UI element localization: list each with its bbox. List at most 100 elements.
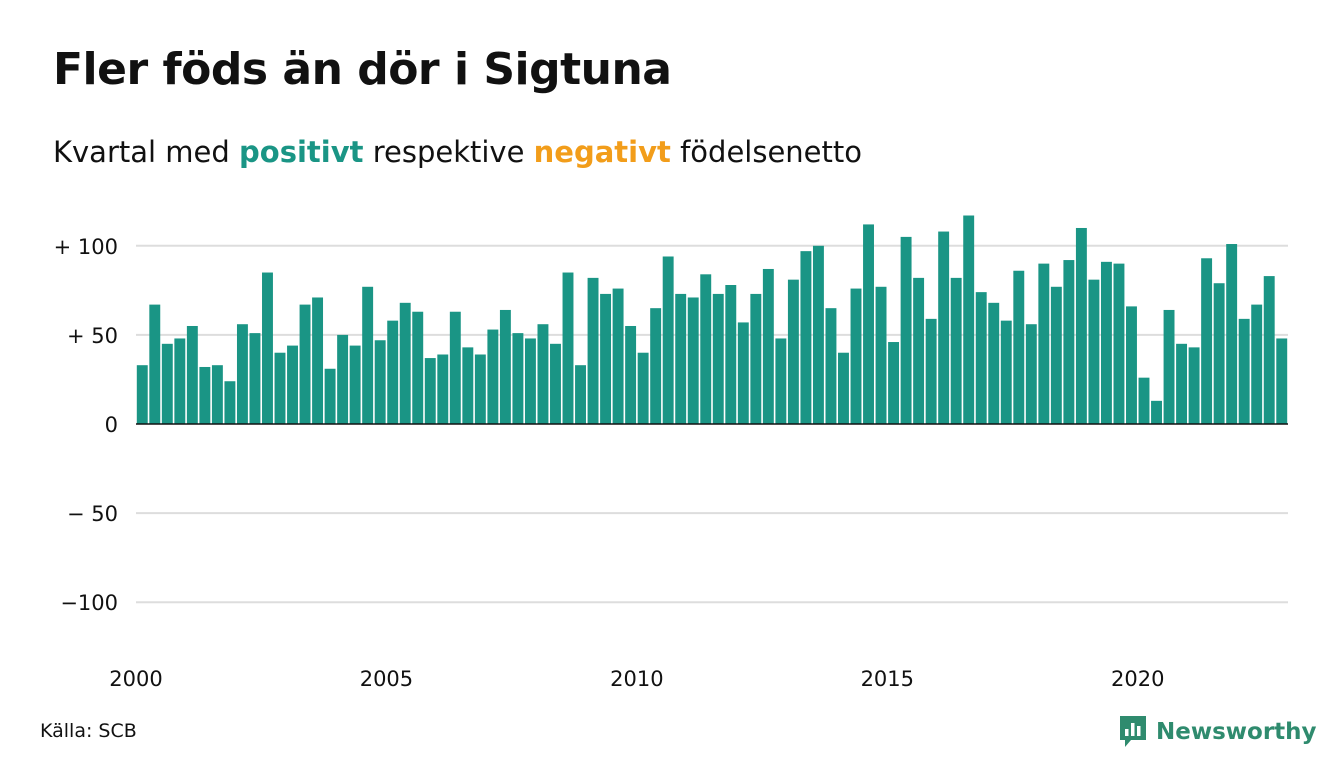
bar <box>1238 318 1250 424</box>
bar <box>963 215 975 424</box>
bar <box>474 354 486 424</box>
bar <box>236 324 248 424</box>
bar <box>1251 304 1263 424</box>
bar <box>399 302 411 424</box>
bar <box>487 329 499 424</box>
bar <box>149 304 161 424</box>
subtitle-text-post: födelsenetto <box>680 135 862 169</box>
bar <box>199 366 211 424</box>
bar <box>1088 279 1100 424</box>
bar <box>412 311 424 424</box>
bar <box>600 293 612 424</box>
bar <box>136 365 148 424</box>
bar <box>925 318 937 424</box>
bar <box>875 286 887 424</box>
bar <box>524 338 536 424</box>
bar <box>424 358 436 424</box>
bar <box>1000 320 1012 424</box>
bar <box>224 381 236 424</box>
bar <box>750 293 762 424</box>
bar <box>374 340 386 424</box>
bar <box>1075 227 1087 424</box>
bar <box>1213 283 1225 424</box>
bar <box>1038 263 1050 424</box>
chart-title: Fler föds än dör i Sigtuna <box>53 44 672 95</box>
bar <box>1263 276 1275 424</box>
bar <box>262 272 273 424</box>
bar <box>662 256 674 424</box>
x-tick-label: 2015 <box>861 667 914 691</box>
subtitle-positive-label: positivt <box>239 135 364 169</box>
bar <box>712 293 724 424</box>
bar <box>637 352 649 424</box>
x-tick-label: 2020 <box>1111 667 1164 691</box>
bar <box>1050 286 1062 424</box>
bar <box>349 345 361 424</box>
bar <box>675 293 687 424</box>
bar <box>575 365 586 424</box>
bar <box>337 334 349 424</box>
bar <box>312 297 324 424</box>
bar <box>1013 270 1025 424</box>
bar <box>1100 261 1112 424</box>
bar <box>161 343 173 424</box>
y-tick-label: + 100 <box>54 235 118 259</box>
bar <box>687 297 699 424</box>
bar <box>900 236 912 424</box>
bar <box>287 345 298 424</box>
bar <box>612 288 624 424</box>
newsworthy-brand[interactable]: Newsworthy <box>1118 714 1317 750</box>
bar <box>938 231 950 424</box>
bar <box>775 338 787 424</box>
bar <box>1151 400 1162 424</box>
bar <box>888 342 900 424</box>
bar <box>812 245 824 424</box>
bar <box>1163 309 1175 424</box>
bar <box>975 292 987 424</box>
subtitle-text-pre: Kvartal med <box>53 135 230 169</box>
bar <box>787 279 799 424</box>
bar <box>211 365 223 424</box>
source-note: Källa: SCB <box>40 720 137 742</box>
bar <box>650 308 662 424</box>
bar <box>988 302 1000 424</box>
bar <box>274 352 286 424</box>
bar <box>437 354 449 424</box>
chart-subtitle: Kvartal med positivt respektive negativt… <box>53 132 862 172</box>
bar <box>537 324 549 424</box>
y-tick-label: − 50 <box>67 502 118 526</box>
bar <box>1188 347 1200 424</box>
bar <box>1113 263 1125 424</box>
bar <box>1063 260 1075 424</box>
bar <box>1201 258 1213 424</box>
bar <box>700 274 712 424</box>
y-tick-label: −100 <box>60 591 118 615</box>
bar <box>587 277 599 424</box>
bar <box>762 268 774 424</box>
x-tick-label: 2005 <box>360 667 413 691</box>
bar <box>299 304 311 424</box>
bar <box>913 277 925 424</box>
bar <box>725 285 737 424</box>
bar <box>387 320 399 424</box>
bar <box>850 288 862 424</box>
bar <box>249 333 261 424</box>
bar <box>324 368 336 424</box>
x-tick-label: 2010 <box>610 667 663 691</box>
newsworthy-logo-icon <box>1120 716 1146 747</box>
bar <box>800 251 812 424</box>
bar <box>562 272 574 424</box>
bar <box>1126 306 1137 424</box>
bar <box>362 286 374 424</box>
bar <box>625 325 637 424</box>
bar <box>737 322 749 424</box>
brand-name: Newsworthy <box>1156 719 1317 745</box>
bar <box>462 347 474 424</box>
bar <box>1226 244 1238 424</box>
bar <box>174 338 186 424</box>
subtitle-negative-label: negativt <box>533 135 671 169</box>
bar <box>449 311 461 424</box>
bar <box>550 343 561 424</box>
bar <box>512 333 524 424</box>
